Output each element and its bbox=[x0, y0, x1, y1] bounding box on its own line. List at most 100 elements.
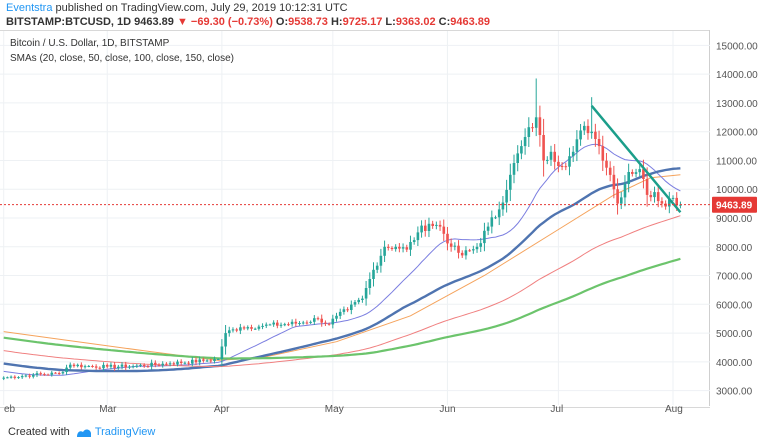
candle-body bbox=[57, 373, 61, 374]
candle-body bbox=[383, 246, 386, 256]
candle-body bbox=[398, 246, 401, 249]
candle-body bbox=[146, 366, 150, 368]
candle-body bbox=[287, 324, 290, 326]
candle-body bbox=[409, 242, 412, 250]
candle-body bbox=[627, 172, 630, 184]
candle-body bbox=[387, 246, 390, 248]
candle-body bbox=[220, 346, 224, 359]
candle-body bbox=[265, 324, 268, 326]
high-value: 9725.17 bbox=[342, 16, 383, 28]
tradingview-logo-icon bbox=[76, 429, 91, 438]
published-text: published on TradingView.com, July 29, 2… bbox=[52, 2, 348, 14]
candle-body bbox=[631, 172, 634, 174]
y-tick-label: 14000.00 bbox=[716, 70, 758, 81]
candle-body bbox=[583, 125, 586, 131]
y-tick-label: 12000.00 bbox=[716, 128, 758, 139]
candle-body bbox=[453, 245, 457, 247]
candle-body bbox=[183, 362, 187, 364]
candle-body bbox=[472, 249, 475, 251]
candle-body bbox=[320, 318, 323, 323]
candle-body bbox=[427, 223, 431, 231]
candle-body bbox=[616, 189, 619, 204]
candle-body bbox=[372, 269, 375, 279]
chart-pane[interactable] bbox=[0, 30, 710, 408]
y-tick-label: 6000.00 bbox=[716, 300, 753, 311]
sma-20-line bbox=[3, 143, 681, 376]
created-with[interactable]: Created with TradingView bbox=[8, 426, 155, 438]
candle-body bbox=[305, 322, 309, 324]
candle-body bbox=[109, 364, 113, 367]
candle-body bbox=[564, 166, 568, 168]
candle-body bbox=[279, 324, 283, 326]
candle-body bbox=[475, 246, 479, 250]
candle-body bbox=[586, 125, 590, 134]
candle-body bbox=[6, 377, 9, 379]
x-tick-label: Jun bbox=[439, 404, 455, 415]
candle-body bbox=[634, 172, 638, 174]
candle-body bbox=[660, 201, 664, 204]
candle-body bbox=[364, 288, 368, 299]
candle-body bbox=[239, 327, 242, 331]
candle-body bbox=[553, 151, 556, 162]
candle-body bbox=[54, 372, 57, 374]
x-tick-label: eb bbox=[4, 404, 16, 415]
candle-body bbox=[76, 364, 79, 367]
candle-body bbox=[172, 363, 176, 365]
candle-body bbox=[424, 225, 427, 231]
candle-body bbox=[675, 197, 678, 206]
candle-body bbox=[124, 364, 127, 368]
candle-body bbox=[216, 359, 220, 360]
candle-body bbox=[276, 322, 279, 326]
close-value: 9463.89 bbox=[450, 16, 491, 28]
open-value: 9538.73 bbox=[288, 16, 328, 28]
candle-body bbox=[608, 167, 612, 175]
candle-body bbox=[46, 374, 50, 376]
low-value: 9363.02 bbox=[395, 16, 436, 28]
candle-body bbox=[13, 376, 17, 378]
candle-body bbox=[490, 217, 494, 227]
candle-body bbox=[272, 322, 275, 325]
candle-body bbox=[309, 321, 312, 323]
y-tick-label: 13000.00 bbox=[716, 99, 758, 110]
candle-body bbox=[80, 364, 83, 368]
candle-body bbox=[623, 184, 627, 198]
candle-body bbox=[442, 226, 446, 234]
candle-body bbox=[198, 359, 201, 363]
candle-body bbox=[601, 146, 605, 161]
candle-body bbox=[231, 329, 235, 331]
candle-body bbox=[457, 245, 460, 253]
candle-body bbox=[120, 364, 124, 367]
candle-body bbox=[150, 362, 153, 367]
candle-body bbox=[438, 224, 442, 227]
author-link[interactable]: Eventstra bbox=[6, 2, 53, 14]
candle-body bbox=[24, 375, 28, 377]
candle-body bbox=[17, 377, 20, 379]
candle-body bbox=[161, 363, 164, 366]
quote-line: BITSTAMP:BTCUSD, 1D 9463.89 ▼ −69.30 (−0… bbox=[6, 16, 490, 28]
candle-body bbox=[679, 204, 682, 206]
candle-body bbox=[72, 364, 76, 367]
y-tick-label: 10000.00 bbox=[716, 185, 758, 196]
candle-body bbox=[534, 117, 538, 128]
candle-body bbox=[117, 366, 120, 368]
candle-body bbox=[298, 323, 301, 324]
sma-150-line bbox=[3, 257, 681, 360]
candle-body bbox=[523, 137, 527, 147]
candle-body bbox=[401, 247, 405, 249]
candle-body bbox=[368, 279, 372, 288]
publish-line: Eventstra published on TradingView.com, … bbox=[6, 2, 348, 14]
candle-body bbox=[479, 243, 482, 247]
candle-body bbox=[316, 318, 320, 320]
candle-body bbox=[43, 374, 46, 376]
y-tick-label: 11000.00 bbox=[716, 157, 757, 168]
candle-body bbox=[405, 247, 409, 250]
candle-body bbox=[113, 364, 116, 368]
candle-body bbox=[179, 361, 183, 363]
candle-body bbox=[494, 217, 497, 219]
candle-body bbox=[516, 153, 519, 163]
candle-body bbox=[653, 192, 656, 198]
candle-body bbox=[69, 364, 72, 368]
candle-body bbox=[412, 240, 416, 242]
candle-body bbox=[61, 372, 65, 374]
